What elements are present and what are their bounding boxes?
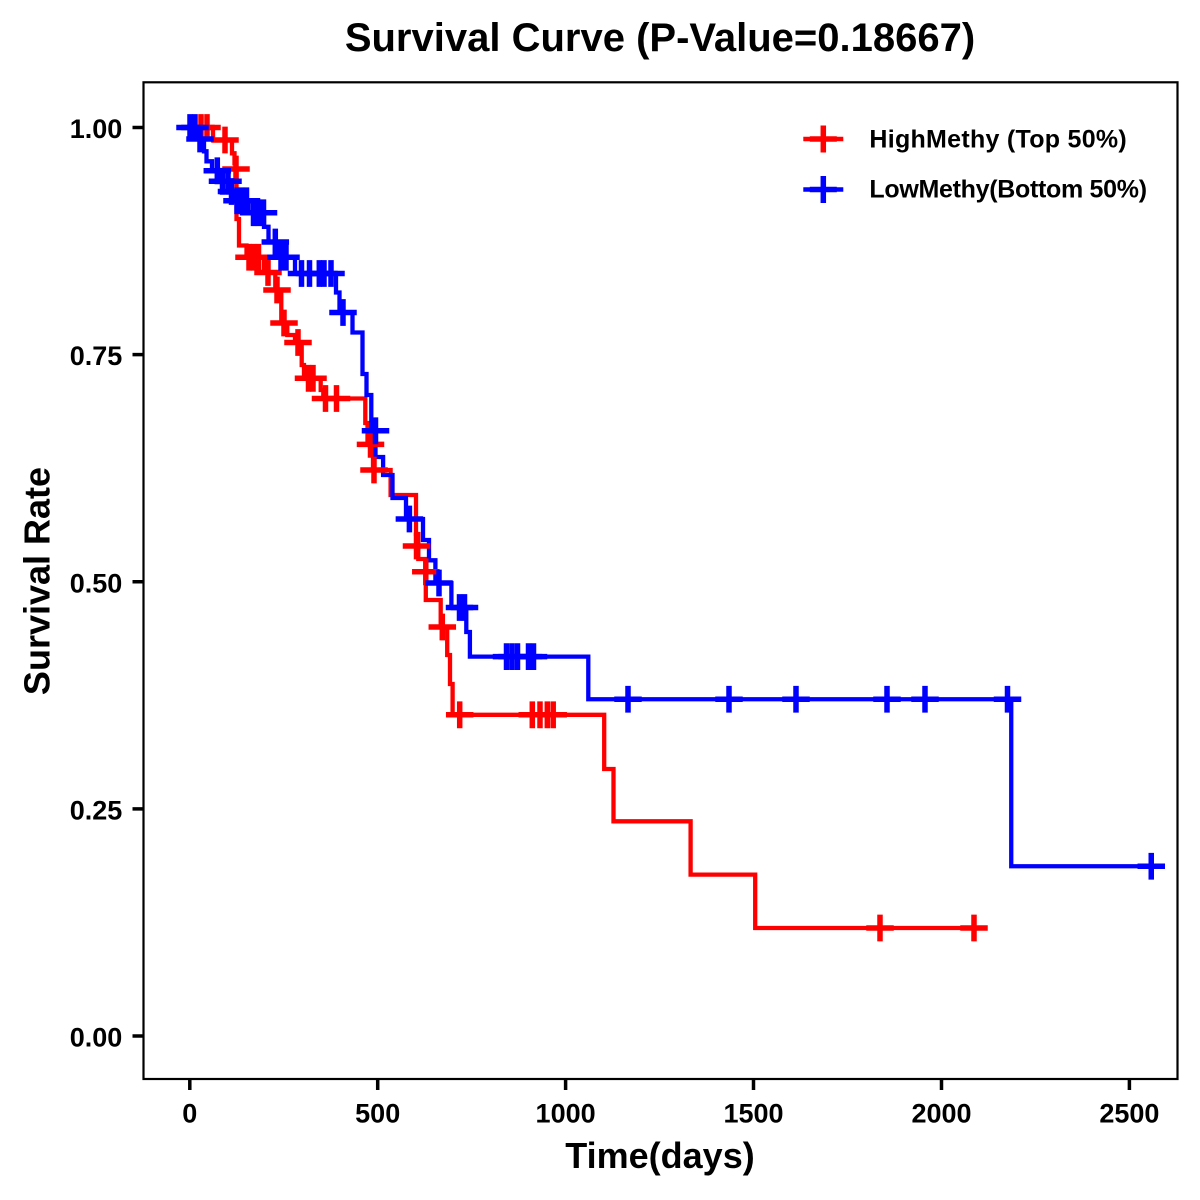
svg-text:Survival Rate: Survival Rate <box>17 467 58 695</box>
svg-text:500: 500 <box>355 1099 400 1129</box>
svg-text:1000: 1000 <box>536 1099 596 1129</box>
svg-text:Survival Curve (P-Value=0.1866: Survival Curve (P-Value=0.18667) <box>345 16 975 60</box>
svg-text:2000: 2000 <box>911 1099 971 1129</box>
svg-text:2500: 2500 <box>1099 1099 1159 1129</box>
svg-text:0.75: 0.75 <box>70 341 123 371</box>
svg-text:0.00: 0.00 <box>70 1023 123 1053</box>
svg-text:0: 0 <box>182 1099 197 1129</box>
svg-text:0.50: 0.50 <box>70 568 123 598</box>
svg-text:Time(days): Time(days) <box>565 1135 754 1176</box>
svg-text:1500: 1500 <box>723 1099 783 1129</box>
svg-text:0.25: 0.25 <box>70 795 123 825</box>
svg-text:HighMethy (Top 50%): HighMethy (Top 50%) <box>869 126 1127 154</box>
svg-text:LowMethy(Bottom 50%): LowMethy(Bottom 50%) <box>869 176 1146 204</box>
svg-text:1.00: 1.00 <box>70 114 123 144</box>
